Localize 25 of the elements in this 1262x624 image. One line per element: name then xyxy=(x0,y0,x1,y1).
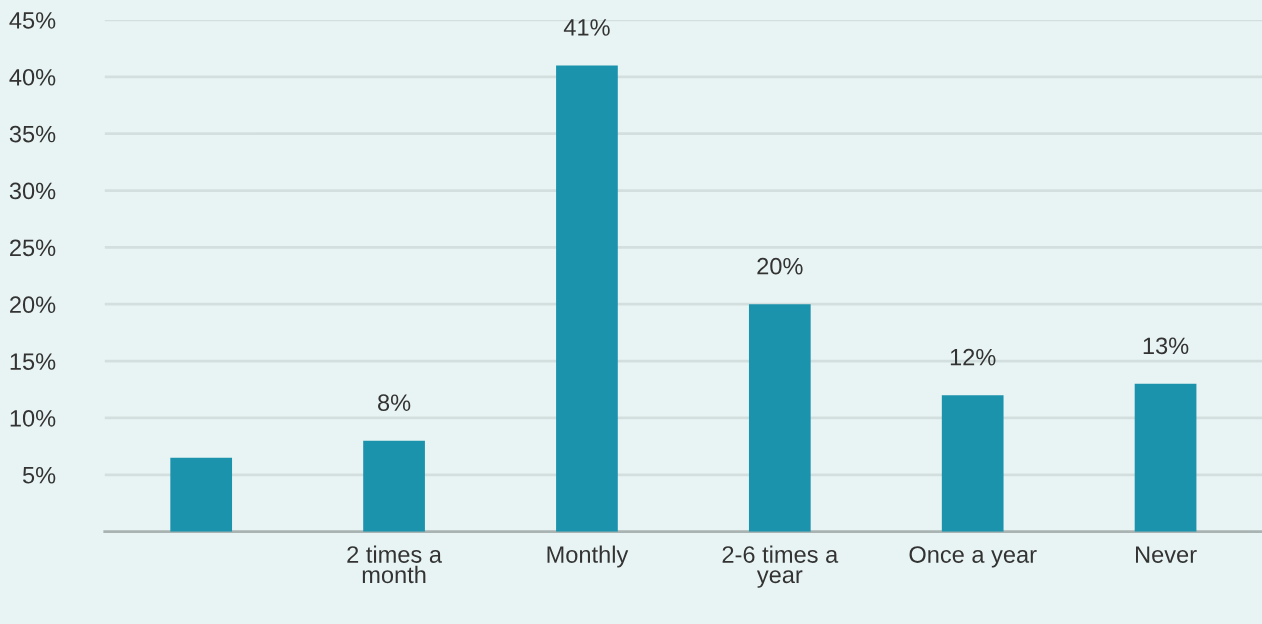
data-label: 13% xyxy=(1143,337,1189,355)
y-tick-label: 35% xyxy=(9,125,56,143)
y-tick-label: 25% xyxy=(10,239,56,257)
x-tick-label: 2 times a month xyxy=(347,545,442,584)
bar xyxy=(941,395,1004,532)
x-tick-label: Never xyxy=(1136,546,1197,563)
bar xyxy=(748,304,811,532)
bar xyxy=(556,65,618,532)
data-label: 41% xyxy=(563,19,610,36)
data-label: 8% xyxy=(378,394,411,411)
y-tick-label: 30% xyxy=(9,182,56,200)
x-tick-label: 2-6 times a year xyxy=(722,545,839,588)
x-tick-label: Once a year xyxy=(909,546,1037,568)
y-tick-label: 20% xyxy=(10,296,56,314)
y-tick-label: 45% xyxy=(9,12,56,29)
bar xyxy=(363,440,425,532)
data-label: 20% xyxy=(757,257,803,275)
y-tick-label: 40% xyxy=(9,68,56,86)
y-tick-label: 5% xyxy=(22,466,56,484)
data-label: 12% xyxy=(950,348,996,366)
x-tick-label: Monthly xyxy=(547,545,629,568)
bar xyxy=(170,457,233,532)
y-tick-label: 15% xyxy=(10,353,56,370)
y-tick-label: 10% xyxy=(10,410,56,427)
bar xyxy=(1134,383,1197,532)
